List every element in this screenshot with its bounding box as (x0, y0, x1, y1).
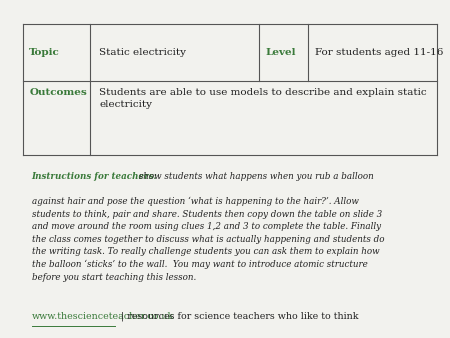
Text: For students aged 11-16: For students aged 11-16 (315, 48, 443, 57)
Text: Level: Level (266, 48, 296, 57)
Text: Topic: Topic (29, 48, 60, 57)
Text: www.thescienceteacher.co.uk: www.thescienceteacher.co.uk (32, 312, 174, 321)
Text: Static electricity: Static electricity (99, 48, 186, 57)
Text: Outcomes: Outcomes (29, 88, 87, 97)
Text: Students are able to use models to describe and explain static
electricity: Students are able to use models to descr… (99, 88, 427, 109)
Text: Instructions for teachers:: Instructions for teachers: (32, 172, 158, 182)
Text: show students what happens when you rub a balloon: show students what happens when you rub … (136, 172, 374, 182)
Text: | resources for science teachers who like to think: | resources for science teachers who lik… (118, 312, 359, 321)
Text: against hair and pose the question ‘what is happening to the hair?’. Allow
stude: against hair and pose the question ‘what… (32, 197, 384, 282)
